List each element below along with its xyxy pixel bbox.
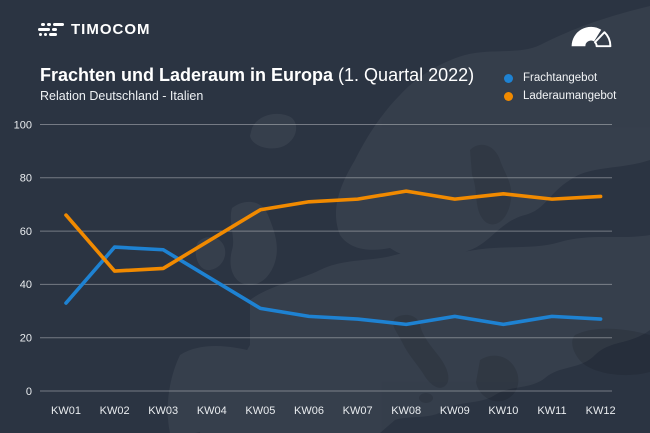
title-block: Frachten und Laderaum in Europa (1. Quart… [40,65,474,103]
legend-item-laderaumangebot: Laderaumangebot [504,87,616,105]
timocom-logo: TIMOCOM [38,21,151,38]
map-iceland [250,113,297,149]
x-axis-tick-label: KW12 [586,405,616,417]
x-axis-tick-label: KW05 [245,405,275,417]
chart-title: Frachten und Laderaum in Europa (1. Quart… [40,65,474,86]
map-black-sea [572,328,650,376]
y-axis-tick-label: 0 [26,386,32,398]
map-baltic-sea [470,144,512,225]
chart-title-main: Frachten und Laderaum in Europa [40,65,334,85]
map-italy [393,314,449,388]
x-axis-tick-label: KW01 [51,405,81,417]
series-line-frachtangebot [64,245,603,327]
road-lanes-icon [38,23,64,36]
x-axis-tick-label: KW10 [488,405,518,417]
y-axis-tick-label: 80 [20,173,32,185]
x-axis-tick-label: KW11 [537,405,566,417]
laderaumangebot-dot-icon [504,91,513,101]
y-axis-tick-label: 60 [20,226,32,238]
map-sicily [419,393,433,403]
logo-text: TIMOCOM [71,21,151,38]
y-axis-tick-label: 20 [20,333,32,345]
legend: Frachtangebot Laderaumangebot [504,69,616,105]
x-axis-tick-label: KW02 [100,405,130,417]
chart-subtitle: Relation Deutschland - Italien [40,89,204,103]
speedometer-gauge-icon [571,26,612,48]
x-axis-tick-label: KW09 [440,405,470,417]
chart-title-period: (1. Quartal 2022) [338,65,475,85]
legend-item-frachtangebot: Frachtangebot [504,69,616,87]
legend-label: Laderaumangebot [523,90,617,102]
y-axis-tick-label: 40 [20,279,32,291]
map-greece [476,355,519,402]
x-axis-tick-label: KW04 [197,405,227,417]
legend-label: Frachtangebot [523,72,598,84]
frachtangebot-dot-icon [504,73,513,83]
y-axis-tick-label: 100 [14,119,32,131]
x-axis-tick-label: KW03 [148,405,178,417]
x-axis-tick-label: KW08 [391,405,421,417]
series-line-laderaumangebot [64,189,603,273]
x-axis-tick-label: KW07 [343,405,373,417]
map-iberia [167,346,281,433]
x-axis-tick-label: KW06 [294,405,324,417]
map-mainland [200,235,650,433]
